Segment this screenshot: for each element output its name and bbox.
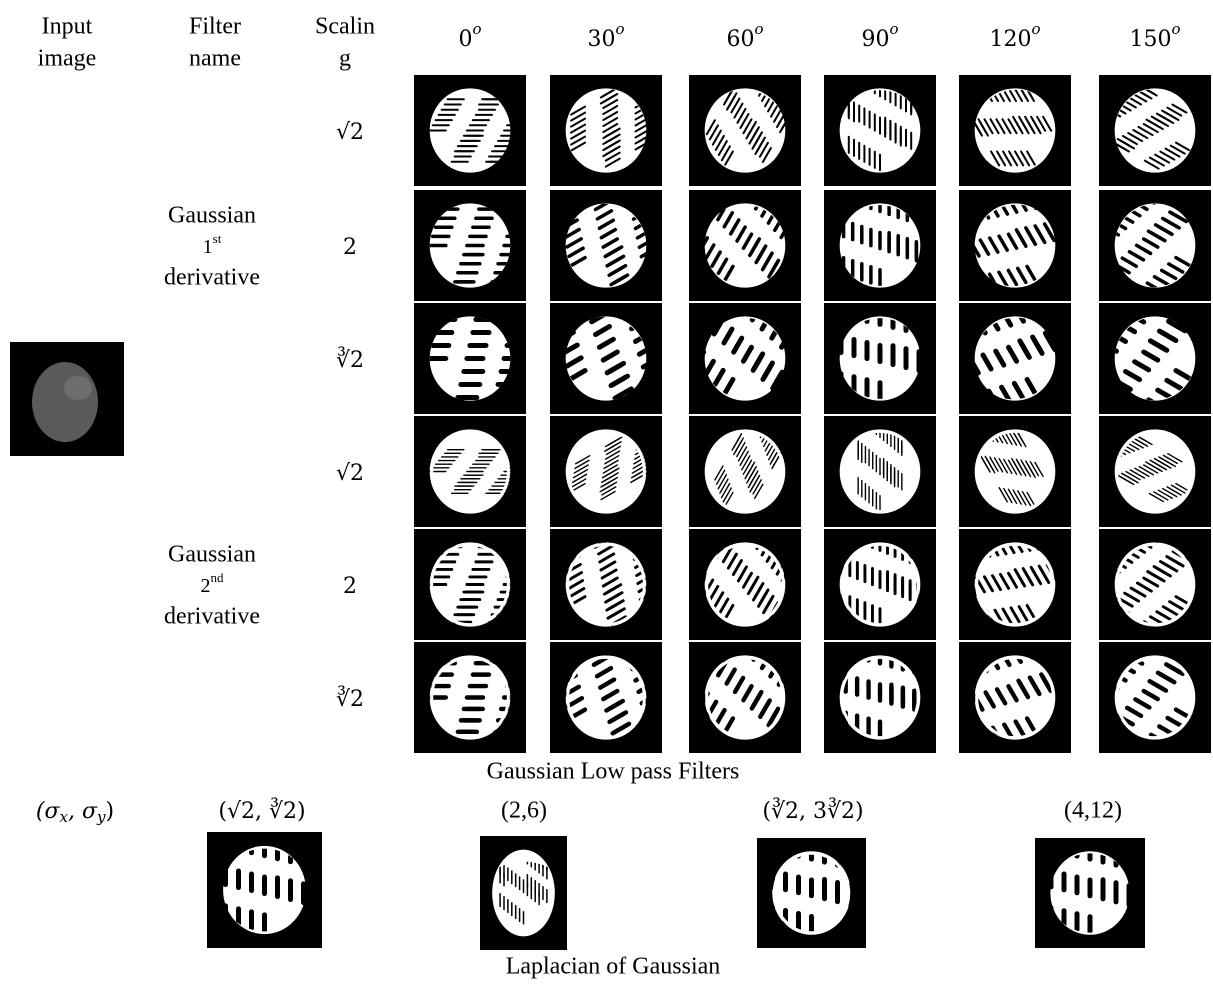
stripe (951, 702, 959, 716)
param-label: (∛2, 3∛2) (762, 797, 863, 824)
stripe (1084, 363, 1098, 371)
stripe (812, 358, 820, 372)
input-brain (32, 362, 98, 442)
stripe (951, 403, 959, 417)
header-scaling: g (339, 46, 351, 72)
low-pass-caption: Gaussian Low pass Filters (487, 759, 740, 785)
angle-value: 0 (458, 27, 472, 52)
param-label: (2,6) (501, 798, 547, 824)
sigma-part: ) (105, 799, 114, 824)
stripe (939, 331, 947, 345)
stripe (1084, 321, 1092, 335)
angle-header: 60o (726, 20, 763, 52)
input-brain-detail (64, 376, 92, 400)
sigma-part: , σ (68, 799, 98, 824)
stripe (1075, 372, 1089, 380)
stripe (661, 409, 675, 417)
angle-header: 90o (861, 20, 898, 52)
degree-mark: o (1031, 20, 1040, 38)
degree-mark: o (615, 20, 624, 38)
angle-header: 150o (1129, 20, 1180, 52)
stripe (666, 325, 674, 339)
page: InputimageFilternameScaling0o30o60o90o12… (0, 0, 1213, 985)
filter-order: 2nd (201, 570, 225, 597)
header-filter: Filter (189, 14, 241, 40)
stripe (944, 667, 952, 681)
ordinal: 1 (203, 236, 213, 258)
stripe (1087, 698, 1101, 706)
angle-value: 120 (989, 27, 1031, 52)
degree-mark: o (1171, 20, 1180, 38)
angle-header: 30o (587, 20, 624, 52)
stripe (802, 242, 810, 256)
stripe (801, 351, 809, 365)
stripe (1086, 580, 1100, 588)
filter-name: derivative (164, 265, 260, 291)
header-scaling: Scalin (315, 14, 375, 40)
sigma-part: (σ (36, 799, 61, 824)
param-label: (√2, ∛2) (218, 797, 305, 824)
stripe (804, 696, 812, 710)
stripe (812, 704, 820, 718)
stripe (814, 702, 822, 716)
stripe (945, 367, 953, 381)
stripe (1078, 706, 1092, 714)
header-input: Input (42, 14, 93, 40)
param-label: (4,12) (1064, 798, 1122, 824)
scaling-label: √2 (336, 120, 364, 145)
ordinal-suffix: nd (211, 570, 225, 585)
degree-mark: o (754, 20, 763, 38)
stripe (800, 245, 808, 259)
stripe (811, 361, 819, 375)
log-caption: Laplacian of Gaussian (506, 954, 721, 980)
stripe (803, 399, 811, 413)
stripe (952, 327, 960, 341)
ordinal: 2 (201, 575, 211, 597)
angle-header: 0o (458, 20, 481, 52)
angle-value: 90 (861, 27, 889, 52)
stripe (1126, 760, 1140, 768)
filter-name: Gaussian (168, 542, 256, 568)
figure: InputimageFilternameScaling0o30o60o90o12… (0, 0, 1213, 985)
scaling-label: √2 (336, 461, 364, 486)
filter-name: Gaussian (168, 203, 256, 229)
stripe (941, 707, 949, 721)
degree-mark: o (472, 20, 481, 38)
header-input: image (38, 46, 97, 72)
filter-name: derivative (164, 604, 260, 630)
degree-mark: o (889, 20, 898, 38)
stripe (805, 693, 813, 707)
scaling-label: ∛2 (336, 346, 364, 373)
stripe (940, 705, 948, 719)
stripe (676, 334, 684, 348)
stripe (674, 669, 682, 683)
ordinal-suffix: st (213, 231, 222, 246)
header-filter: name (189, 46, 241, 72)
angle-value: 60 (726, 27, 754, 52)
stripe (1083, 246, 1097, 254)
scaling-label: ∛2 (336, 685, 364, 712)
stripe (946, 369, 954, 383)
stripe (1076, 665, 1084, 679)
filter-order: 1st (203, 231, 222, 258)
sigma-label: (σx, σy) (36, 799, 114, 826)
stripe (1071, 325, 1079, 339)
angle-value: 30 (587, 27, 615, 52)
angle-header: 120o (989, 20, 1040, 52)
scaling-label: 2 (343, 235, 357, 260)
scaling-label: 2 (343, 574, 357, 599)
angle-value: 150 (1129, 27, 1171, 52)
